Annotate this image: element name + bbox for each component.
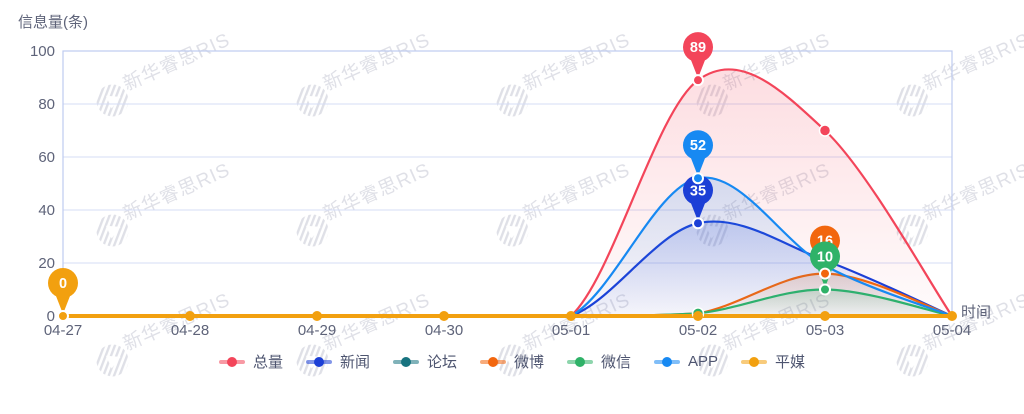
legend-item-微信[interactable]: 微信 (567, 351, 631, 372)
legend-marker-icon (479, 356, 506, 367)
x-tick-label: 04-28 (171, 322, 209, 339)
point-marker-平媒-05-02[interactable] (693, 311, 703, 321)
watermark: 新华睿思RIS (896, 29, 1024, 117)
point-anchor-平媒-04-27[interactable] (57, 310, 69, 322)
point-marker-总量-05-03[interactable] (818, 124, 832, 137)
point-anchor-微博-05-03[interactable] (819, 267, 831, 280)
legend-label: 总量 (252, 354, 283, 371)
point-label-总量-05-02[interactable]: 89 (683, 32, 713, 79)
legend-marker-icon (305, 356, 332, 367)
x-tick-label: 04-29 (298, 322, 336, 339)
x-axis-title: 时间 (961, 304, 992, 321)
x-tick-label: 04-27 (44, 322, 82, 339)
x-tick-label: 05-01 (552, 322, 590, 339)
legend-item-平媒[interactable]: 平媒 (741, 351, 805, 372)
point-label-APP-05-02[interactable]: 52 (683, 130, 713, 177)
svg-text:新华睿思RIS: 新华睿思RIS (120, 29, 234, 96)
legend-label: 微信 (601, 354, 632, 371)
legend-marker-icon (392, 356, 419, 367)
series-area-APP (63, 177, 952, 316)
point-marker-平媒-05-01[interactable] (566, 311, 576, 321)
legend-item-APP[interactable]: APP (654, 353, 718, 370)
point-marker-平媒-05-04[interactable] (947, 311, 957, 321)
watermark: 新华睿思RIS (296, 159, 434, 247)
point-marker-平媒-05-03[interactable] (820, 311, 830, 321)
point-marker-平媒-04-29[interactable] (312, 311, 322, 321)
legend-item-论坛[interactable]: 论坛 (392, 351, 457, 372)
point-anchor-APP-05-02[interactable] (692, 172, 704, 185)
svg-text:新华睿思RIS: 新华睿思RIS (920, 159, 1024, 226)
x-tick-label: 04-30 (425, 322, 463, 339)
svg-text:0: 0 (59, 276, 67, 292)
legend-marker-icon (654, 356, 681, 367)
y-tick-label: 20 (38, 255, 55, 272)
y-tick-label: 0 (47, 308, 55, 325)
legend-label: APP (688, 353, 719, 370)
watermark: 新华睿思RIS (896, 159, 1024, 247)
watermark: 新华睿思RIS (296, 29, 434, 117)
point-label-新闻-05-02[interactable]: 35 (683, 175, 713, 222)
point-anchor-新闻-05-02[interactable] (692, 217, 704, 230)
svg-text:新华睿思RIS: 新华睿思RIS (520, 159, 634, 226)
legend-marker-icon (218, 356, 245, 367)
x-tick-label: 05-02 (679, 322, 717, 339)
svg-text:新华睿思RIS: 新华睿思RIS (520, 29, 634, 96)
svg-text:新华睿思RIS: 新华睿思RIS (920, 29, 1024, 96)
chart-legend: 总量 新闻 论坛 微博 微信 APP 平媒 (0, 351, 1024, 372)
svg-text:新华睿思RIS: 新华睿思RIS (320, 159, 434, 226)
y-tick-label: 40 (38, 202, 55, 219)
svg-text:10: 10 (817, 250, 833, 266)
svg-text:35: 35 (690, 183, 706, 199)
point-label-平媒-04-27[interactable]: 0 (48, 268, 78, 314)
point-marker-平媒-04-28[interactable] (185, 311, 195, 321)
legend-label: 论坛 (426, 354, 457, 371)
legend-item-总量[interactable]: 总量 (218, 351, 283, 372)
svg-text:新华睿思RIS: 新华睿思RIS (320, 289, 434, 356)
point-anchor-总量-05-02[interactable] (692, 74, 704, 87)
y-tick-label: 100 (30, 43, 55, 60)
legend-label: 新闻 (339, 354, 370, 371)
y-tick-label: 60 (38, 149, 55, 166)
svg-text:89: 89 (690, 40, 706, 56)
watermark: 新华睿思RIS (96, 29, 234, 117)
svg-text:新华睿思RIS: 新华睿思RIS (320, 29, 434, 96)
point-marker-平媒-04-30[interactable] (439, 311, 449, 321)
legend-marker-icon (567, 356, 593, 367)
legend-marker-icon (741, 356, 768, 367)
svg-text:52: 52 (690, 138, 706, 154)
legend-label: 平媒 (775, 354, 806, 371)
x-tick-label: 05-03 (806, 322, 844, 339)
x-tick-label: 05-04 (933, 322, 971, 339)
y-axis-title: 信息量(条) (18, 14, 88, 31)
point-anchor-微信-05-03[interactable] (819, 283, 831, 296)
y-tick-label: 80 (38, 96, 55, 113)
watermark: 新华睿思RIS (496, 29, 634, 117)
legend-item-新闻[interactable]: 新闻 (305, 351, 370, 372)
watermark: 新华睿思RIS (96, 159, 234, 247)
legend-label: 微博 (513, 354, 544, 371)
svg-text:新华睿思RIS: 新华睿思RIS (120, 159, 234, 226)
legend-item-微博[interactable]: 微博 (479, 351, 544, 372)
